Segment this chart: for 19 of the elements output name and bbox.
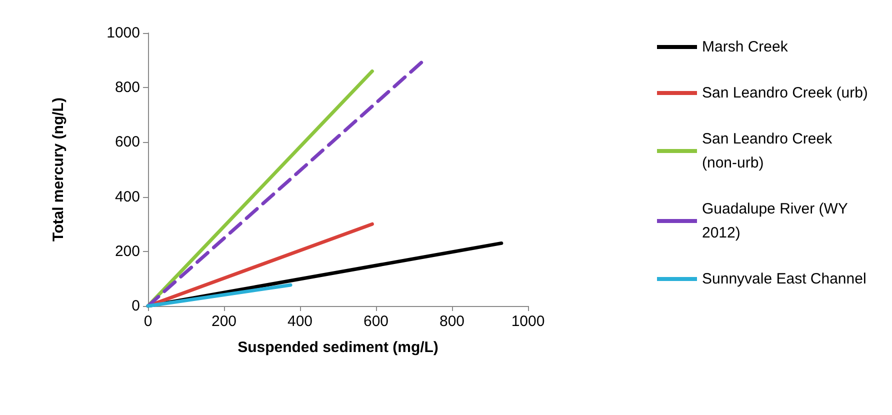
x-tick-label: 400 (287, 313, 313, 330)
y-tick-label: 0 (132, 298, 140, 314)
legend-label: San Leandro Creek (urb) (702, 84, 868, 102)
y-axis-title: Total mercury (ng/L) (50, 98, 67, 242)
legend-label: Guadalupe River (WY 2012) (702, 200, 852, 242)
y-tick-label: 200 (114, 242, 140, 260)
y-tick-label: 1000 (106, 24, 140, 42)
x-tick-label: 200 (211, 313, 237, 330)
y-tick-label: 400 (114, 188, 140, 206)
x-tick-label: 800 (439, 313, 465, 330)
legend-label: Sunnyvale East Channel (702, 270, 866, 288)
legend-label: San Leandro Creek (non-urb) (702, 130, 836, 172)
x-tick-label: 1000 (511, 313, 545, 330)
x-tick-label: 0 (144, 313, 152, 330)
y-tick-label: 800 (114, 79, 140, 96)
x-tick-label: 600 (363, 313, 389, 330)
legend-label: Marsh Creek (702, 38, 788, 56)
y-tick-label: 600 (114, 134, 140, 151)
x-axis-title: Suspended sediment (mg/L) (238, 339, 438, 356)
